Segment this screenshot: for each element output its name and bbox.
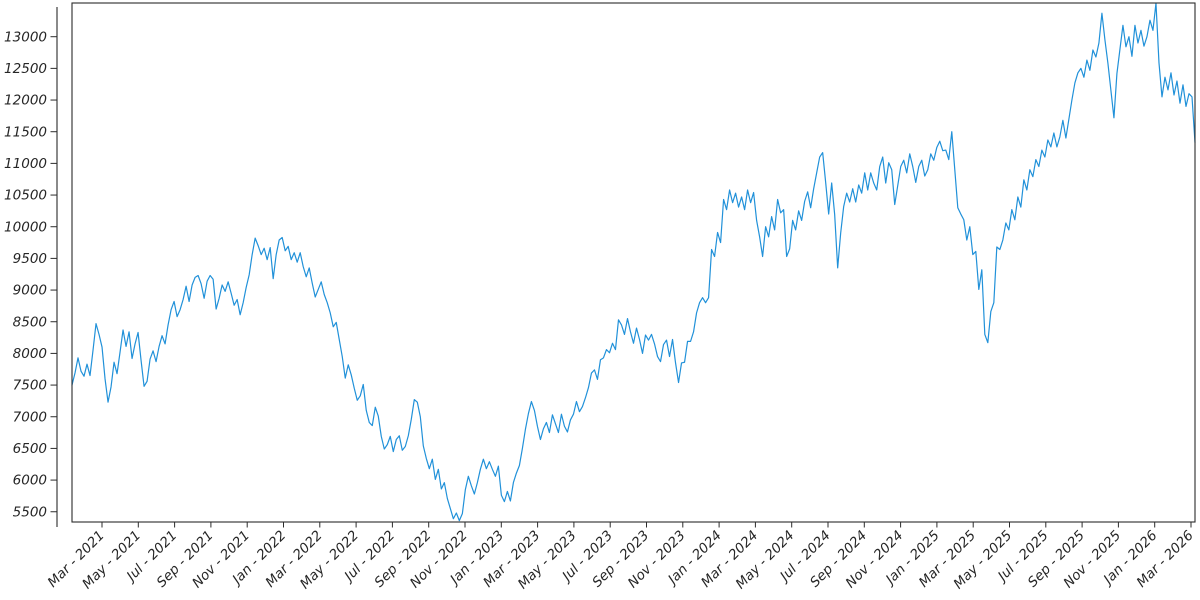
y-tick-label: 11500 [4, 124, 47, 140]
y-tick-label: 7500 [13, 378, 47, 394]
y-tick-label: 8500 [13, 314, 47, 330]
y-tick-label: 6000 [13, 473, 47, 489]
y-tick-label: 12500 [4, 61, 47, 77]
y-tick-label: 5500 [13, 504, 47, 520]
y-tick-label: 13000 [4, 29, 47, 45]
y-tick-label: 12000 [4, 93, 47, 109]
y-tick-label: 10500 [4, 188, 47, 204]
y-tick-label: 9000 [13, 283, 47, 299]
y-tick-label: 9500 [13, 251, 47, 267]
y-tick-label: 11000 [4, 156, 47, 172]
price-line-series [71, 2, 1196, 522]
plot-frame [71, 2, 1196, 523]
y-tick-label: 6500 [13, 441, 47, 457]
y-tick-label: 8000 [13, 346, 47, 362]
y-tick-label: 10000 [4, 219, 47, 235]
y-tick-label: 7000 [13, 409, 47, 425]
